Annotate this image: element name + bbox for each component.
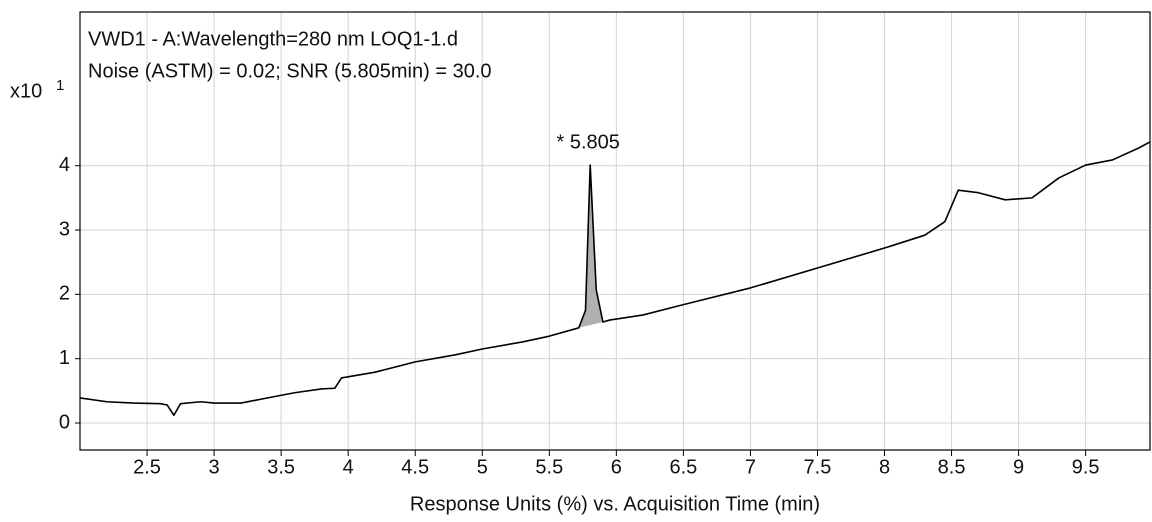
plot-frame [79,11,1151,451]
x-tick-label: 8 [879,456,890,478]
x-tick-label: 2.5 [133,456,161,478]
y-tick-label: 3 [59,218,70,240]
x-tick-label: 5 [477,456,488,478]
x-tick-label: 6 [611,456,622,478]
y-tick-label: 1 [59,347,70,369]
y-tick-label: 4 [59,154,70,176]
peak-area [578,165,603,328]
y-multiplier: x10 [10,80,42,102]
chart-title: VWD1 - A:Wavelength=280 nm LOQ1-1.d [88,28,458,50]
x-tick-label: 8.5 [938,456,966,478]
x-tick-label: 9 [1013,456,1024,478]
x-tick-label: 7.5 [804,456,832,478]
peak-label: * 5.805 [556,131,619,153]
x-tick-label: 6.5 [669,456,697,478]
y-multiplier-exponent: 1 [56,77,64,94]
chart-subtitle: Noise (ASTM) = 0.02; SNR (5.805min) = 30… [88,60,492,82]
x-tick-label: 4 [343,456,354,478]
x-tick-label: 5.5 [535,456,563,478]
x-tick-label: 3.5 [267,456,295,478]
y-tick-label: 0 [59,411,70,433]
x-tick-label: 7 [745,456,756,478]
x-tick-label: 3 [209,456,220,478]
x-tick-label: 9.5 [1072,456,1100,478]
x-tick-label: 4.5 [401,456,429,478]
trace-line [79,141,1151,417]
y-tick-label: 2 [59,283,70,305]
x-axis-title: Response Units (%) vs. Acquisition Time … [410,493,820,515]
